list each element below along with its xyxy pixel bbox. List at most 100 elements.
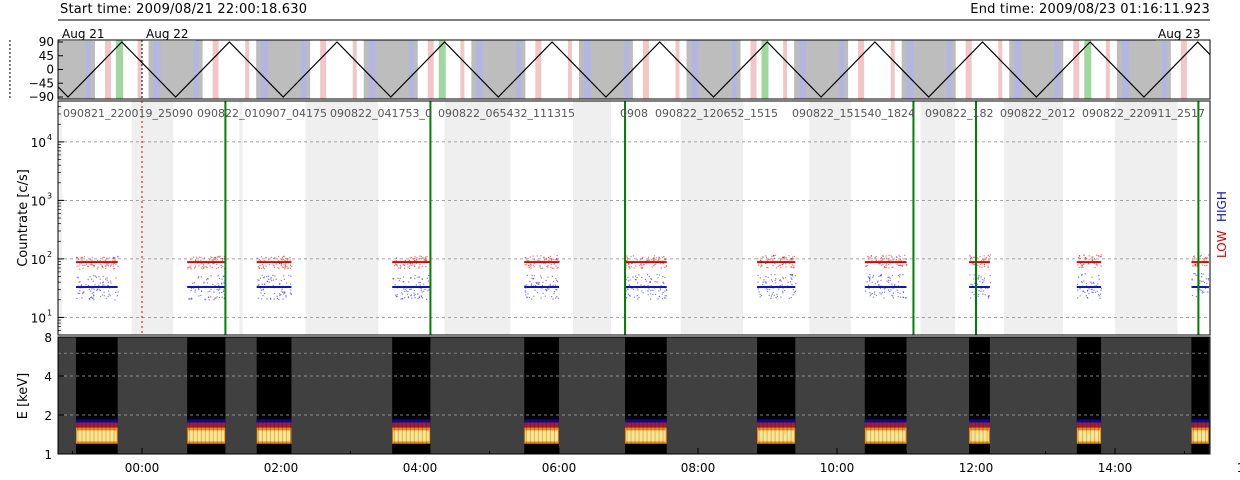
countrate-point-high <box>207 291 209 293</box>
countrate-point-low <box>93 266 95 268</box>
countrate-point-high <box>90 290 92 292</box>
countrate-point-low <box>981 260 983 262</box>
orbit-saa-band <box>783 40 788 99</box>
countrate-point-high <box>418 276 421 278</box>
countrate-point-high <box>1201 276 1203 278</box>
countrate-point-high <box>270 278 272 280</box>
countrate-point-low <box>789 262 791 265</box>
countrate-point-high <box>1085 295 1087 297</box>
countrate-point-low <box>89 263 91 265</box>
orbit-saa-band <box>427 40 434 99</box>
countrate-point-high <box>526 297 528 299</box>
countrate-point-high <box>545 288 547 291</box>
countrate-point-low <box>662 260 664 262</box>
countrate-point-low <box>970 257 972 259</box>
countrate-point-low <box>540 267 542 270</box>
countrate-point-high <box>198 295 200 297</box>
countrate-point-high <box>897 292 899 294</box>
countrate-point-high <box>289 292 291 294</box>
countrate-point-low <box>779 265 781 267</box>
countrate-point-high <box>290 283 292 285</box>
countrate-point-low <box>653 265 655 267</box>
countrate-point-high <box>103 291 105 293</box>
countrate-y-axis-label: Countrate [c/s] <box>16 169 31 267</box>
countrate-point-high <box>395 296 398 298</box>
end-time-label: End time: 2009/08/23 01:16:11.923 <box>970 2 1210 17</box>
countrate-point-low <box>277 267 279 269</box>
countrate-point-low <box>1196 265 1198 267</box>
countrate-point-high <box>890 289 892 291</box>
countrate-point-high <box>763 279 765 281</box>
countrate-point-high <box>880 279 882 281</box>
countrate-point-high <box>880 293 882 295</box>
countrate-point-high <box>552 280 555 283</box>
countrate-point-high <box>188 298 191 300</box>
countrate-point-low <box>880 257 882 259</box>
countrate-point-low <box>273 265 275 267</box>
x-tick-label: 16:00 <box>1237 461 1240 475</box>
countrate-point-high <box>275 278 277 280</box>
countrate-point-low <box>1083 254 1085 256</box>
orbit-green-band <box>438 40 446 99</box>
countrate-point-low <box>1078 256 1080 259</box>
countrate-point-high <box>645 280 647 282</box>
countrate-point-high <box>889 290 891 293</box>
countrate-point-low <box>198 265 200 267</box>
countrate-point-high <box>983 279 985 281</box>
orbit-green-band <box>1084 40 1092 99</box>
spectrogram-panel <box>58 337 1210 454</box>
countrate-point-high <box>1092 281 1094 283</box>
countrate-point-low <box>984 258 986 260</box>
countrate-point-low <box>792 258 794 260</box>
countrate-point-high <box>661 298 664 300</box>
countrate-point-high <box>272 279 275 281</box>
countrate-point-high <box>869 278 871 280</box>
countrate-point-low <box>771 255 773 257</box>
visibility-window <box>61 101 132 335</box>
countrate-point-low <box>551 259 553 261</box>
orbit-latitude-curve <box>58 41 1210 98</box>
countrate-point-low <box>555 259 557 261</box>
countrate-point-low <box>1100 265 1102 267</box>
countrate-point-low <box>117 255 119 257</box>
countrate-point-high <box>106 279 108 281</box>
countrate-point-low <box>793 255 795 257</box>
countrate-point-high <box>414 293 416 296</box>
countrate-point-high <box>392 278 394 280</box>
countrate-point-high <box>1079 295 1081 297</box>
countrate-point-low <box>791 264 793 266</box>
countrate-point-low <box>256 257 258 259</box>
countrate-point-low <box>985 256 987 259</box>
countrate-point-high <box>971 291 973 294</box>
countrate-point-low <box>212 262 214 265</box>
countrate-point-high <box>765 282 767 284</box>
countrate-point-high <box>767 288 769 290</box>
countrate-point-high <box>878 284 880 286</box>
countrate-point-high <box>791 275 793 277</box>
countrate-point-high <box>979 280 981 282</box>
countrate-point-high <box>978 290 980 292</box>
countrate-point-high <box>775 297 777 299</box>
orbit-saa-band <box>890 40 895 99</box>
countrate-point-high <box>399 278 401 280</box>
countrate-point-high <box>1205 287 1207 289</box>
countrate-point-high <box>417 297 419 300</box>
visibility-window <box>242 101 306 335</box>
countrate-point-high <box>892 297 894 299</box>
countrate-point-high <box>280 279 282 282</box>
countrate-point-high <box>989 282 992 284</box>
countrate-point-high <box>774 274 776 276</box>
countrate-point-high <box>626 297 628 299</box>
countrate-point-low <box>1200 254 1202 256</box>
countrate-point-low <box>549 255 552 257</box>
countrate-point-low <box>208 259 211 261</box>
countrate-point-low <box>783 256 786 258</box>
countrate-point-low <box>871 257 873 259</box>
countrate-point-low <box>82 267 84 269</box>
countrate-point-high <box>400 298 402 300</box>
spectrogram-band <box>1077 430 1101 442</box>
countrate-point-high <box>1202 273 1204 275</box>
countrate-point-low <box>785 266 787 268</box>
countrate-point-low <box>1088 263 1090 265</box>
